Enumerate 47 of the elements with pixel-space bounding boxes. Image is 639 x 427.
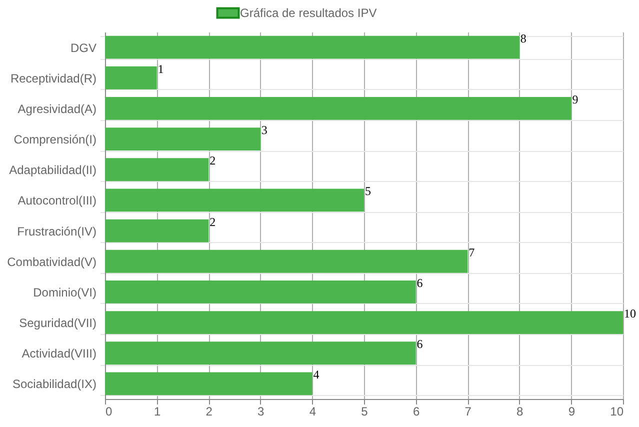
data-label: 2: [210, 154, 216, 168]
legend-label: Gráfica de resultados IPV: [240, 6, 377, 20]
data-label: 6: [416, 337, 423, 352]
x-tick-label: 3: [258, 404, 265, 418]
bar: [105, 342, 416, 365]
bar: [105, 280, 416, 304]
y-tick-label: Comprensión(I): [14, 132, 96, 147]
y-tick-label: Combatividad(V): [7, 254, 96, 269]
x-tick-label: 5: [361, 404, 368, 418]
x-tick-label: 4: [309, 404, 316, 418]
y-tick-label: Autocontrol(III): [18, 194, 96, 208]
data-label: 5: [365, 184, 371, 198]
x-tick-label: 1: [154, 404, 161, 418]
data-label: 4: [313, 368, 320, 382]
bar: [105, 188, 364, 212]
x-tick-label: 8: [516, 404, 524, 418]
x-tick-label: 10: [610, 404, 624, 418]
bar: [105, 66, 157, 90]
y-tick-label: Dominio(VI): [33, 285, 96, 300]
x-tick-label: 0: [106, 404, 112, 418]
y-tick-label: Actividad(VIII): [22, 346, 96, 361]
data-label: 6: [416, 276, 423, 290]
data-label: 9: [572, 92, 578, 106]
bar: [105, 128, 260, 151]
data-label: 2: [210, 214, 216, 229]
bar: [105, 372, 312, 396]
y-tick-label: Seguridad(VII): [19, 316, 96, 330]
bar: [105, 250, 468, 273]
y-tick-label: Adaptabilidad(II): [9, 163, 96, 178]
x-tick-label: 6: [412, 404, 420, 418]
x-tick-label: 9: [568, 404, 576, 418]
data-label: 10: [624, 306, 636, 321]
y-tick-label: DGV: [70, 40, 96, 55]
y-tick-label: Agresividad(A): [18, 102, 96, 116]
y-tick-label: Sociabilidad(IX): [12, 377, 96, 392]
data-label: 3: [261, 123, 268, 138]
x-tick-label: 7: [464, 404, 472, 418]
y-tick-label: Receptividad(R): [10, 71, 96, 86]
bar: [105, 96, 572, 120]
bar: [105, 158, 209, 182]
bar: [105, 219, 209, 242]
x-tick-label: 2: [206, 404, 213, 418]
y-tick-label: Frustración(IV): [17, 224, 96, 238]
data-label: 1: [158, 62, 164, 76]
data-label: 7: [468, 245, 475, 260]
bar: [105, 36, 520, 59]
data-label: 8: [520, 31, 526, 46]
